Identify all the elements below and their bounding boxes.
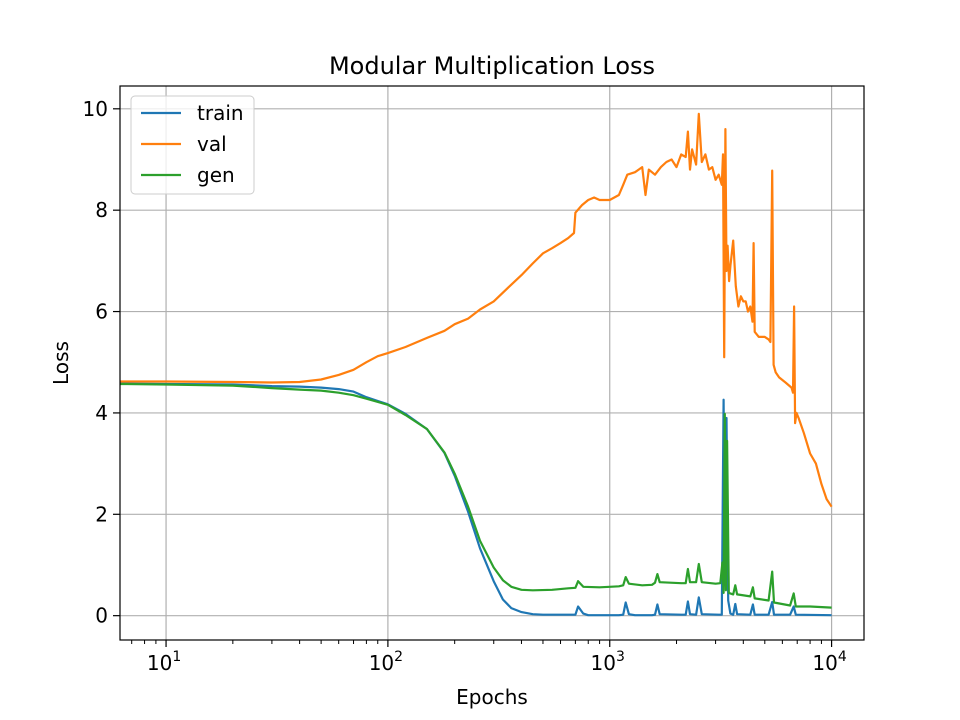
legend-label-val: val xyxy=(197,132,227,156)
axis-ticks: 101 102 103 104 0 2 4 6 8 10 xyxy=(83,97,847,675)
series-line-gen xyxy=(119,382,832,609)
plot-series xyxy=(119,112,833,617)
x-tick-label-1: 102 xyxy=(369,649,403,675)
y-axis-label: Loss xyxy=(49,341,73,385)
y-tick-label-3: 6 xyxy=(95,300,108,324)
grid-lines xyxy=(120,86,864,640)
legend-box xyxy=(130,95,255,195)
x-tick-label-2: 103 xyxy=(591,649,625,675)
y-tick-label-0: 0 xyxy=(95,604,108,628)
y-tick-label-1: 2 xyxy=(95,502,108,526)
series-line-val xyxy=(120,112,833,508)
legend-label-gen: gen xyxy=(197,163,235,187)
plot-frame xyxy=(119,85,865,641)
legend-label-train: train xyxy=(197,101,244,125)
chart-title: Modular Multiplication Loss xyxy=(329,52,655,80)
y-tick-label-5: 10 xyxy=(83,97,108,121)
x-axis-label: Epochs xyxy=(456,685,528,709)
y-tick-label-2: 4 xyxy=(95,401,108,425)
x-tick-label-0: 101 xyxy=(147,649,181,675)
x-tick-label-3: 104 xyxy=(812,649,846,675)
y-tick-label-4: 8 xyxy=(95,198,108,222)
legend: train val gen xyxy=(130,95,255,195)
